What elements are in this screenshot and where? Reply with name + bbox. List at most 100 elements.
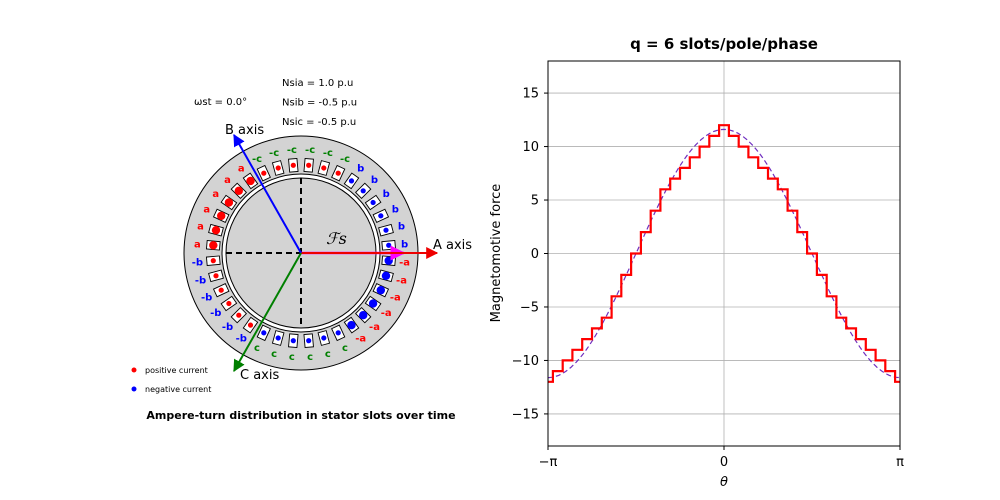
positive-current-dot xyxy=(211,225,221,235)
slot-label: -a xyxy=(369,322,380,333)
positive-current-dot xyxy=(210,258,216,264)
slot-label: b xyxy=(383,189,390,200)
slot-label: -b xyxy=(192,258,203,269)
positive-current-dot xyxy=(226,300,232,307)
positive-current-dot xyxy=(224,198,234,207)
c-axis-arrow xyxy=(233,252,302,373)
y-tick-label: 10 xyxy=(522,140,539,155)
slot xyxy=(288,157,299,173)
slot-label: -a xyxy=(355,334,366,345)
y-axis-label: Magnetomotive force xyxy=(489,184,504,323)
y-tick-label: 0 xyxy=(531,247,539,262)
chart-title: q = 6 slots/pole/phase xyxy=(630,35,818,53)
slot xyxy=(354,306,372,324)
negative-current-dot xyxy=(370,199,376,206)
slot xyxy=(208,269,224,283)
x-ticks: −π 0 π xyxy=(539,446,904,470)
slot xyxy=(288,333,299,349)
slot-label: c xyxy=(325,349,331,360)
negative-current-dot xyxy=(261,330,267,336)
slot xyxy=(212,283,230,298)
legend-negative-dot xyxy=(131,386,137,392)
positive-current-dot xyxy=(247,322,254,328)
negative-current-dot xyxy=(368,299,378,308)
slot-label: c xyxy=(254,343,260,354)
slot-label: -c xyxy=(252,154,262,165)
y-ticks: −15 −10 −5 0 5 10 15 xyxy=(512,87,548,422)
slot xyxy=(381,240,397,251)
slot xyxy=(205,255,221,266)
slot xyxy=(230,182,248,200)
legend: positive current negative current xyxy=(131,366,211,394)
b-axis-label: B axis xyxy=(225,123,264,138)
slot-label: -a xyxy=(390,293,401,304)
b-axis-arrow xyxy=(233,133,302,254)
time-label: ωst = 0.0° xyxy=(194,97,247,108)
slot-label: -a xyxy=(399,258,410,269)
negative-current-dot xyxy=(376,286,385,295)
negative-current-dot xyxy=(378,213,384,219)
slot xyxy=(378,223,394,237)
positive-current-dot xyxy=(290,162,296,168)
slot xyxy=(331,324,346,342)
slot xyxy=(271,160,285,176)
slot-label: -c xyxy=(340,154,350,165)
y-tick-label: 5 xyxy=(531,194,539,209)
x-tick-label: π xyxy=(896,455,904,470)
slot-label: b xyxy=(398,222,405,233)
positive-current-dot xyxy=(236,312,242,318)
slot xyxy=(317,330,331,346)
slot-label: c xyxy=(307,352,313,363)
slot xyxy=(372,283,390,298)
x-tick-label: 0 xyxy=(720,455,728,470)
slot xyxy=(212,208,230,223)
slot xyxy=(242,316,259,334)
slot xyxy=(242,172,259,190)
chart-grid xyxy=(547,61,901,446)
current-label-a: Nsia = 1.0 p.u xyxy=(282,78,353,89)
negative-current-dot xyxy=(290,338,296,344)
slot-label: a xyxy=(203,205,210,216)
positive-current-dot xyxy=(234,186,244,196)
slot xyxy=(303,157,314,173)
positive-current-dot xyxy=(209,241,218,250)
x-axis-label: θ xyxy=(720,475,728,490)
slot xyxy=(208,223,224,237)
slot xyxy=(372,208,390,223)
slot-label: -b xyxy=(210,308,221,319)
negative-current-dot xyxy=(306,338,312,344)
positive-current-dot xyxy=(321,165,327,171)
slot xyxy=(343,316,360,334)
slot-label: b xyxy=(401,239,408,250)
slot xyxy=(205,240,221,251)
legend-positive-dot xyxy=(131,367,137,373)
slot xyxy=(220,295,238,312)
slot-label: c xyxy=(289,352,295,363)
positive-current-dot xyxy=(246,176,255,186)
negative-current-dot xyxy=(386,242,392,248)
slot-label: -c xyxy=(305,145,315,156)
fundamental-mmf-line xyxy=(547,128,901,379)
slot xyxy=(343,172,360,190)
legend-negative-label: negative current xyxy=(145,385,211,394)
positive-current-dot xyxy=(275,165,281,171)
slot-label: a xyxy=(238,163,245,174)
positive-current-dot xyxy=(218,287,224,293)
slot xyxy=(364,295,382,312)
rotor-mmf-symbol: ℱs xyxy=(326,229,347,248)
slot xyxy=(271,330,285,346)
current-labels: Nsia = 1.0 p.u Nsib = -0.5 p.u Nsic = -0.5… xyxy=(282,78,357,128)
slot-label: b xyxy=(392,205,399,216)
slot-label: -c xyxy=(323,148,333,159)
stepped-mmf-line xyxy=(548,124,900,383)
slot-label: a xyxy=(212,189,219,200)
slot-label: -a xyxy=(381,308,392,319)
slot xyxy=(303,333,314,349)
y-tick-label: −15 xyxy=(512,407,539,422)
positive-current-dot xyxy=(216,211,226,221)
positive-current-dot xyxy=(335,170,341,176)
slot xyxy=(378,269,394,283)
y-tick-label: 15 xyxy=(522,87,539,102)
